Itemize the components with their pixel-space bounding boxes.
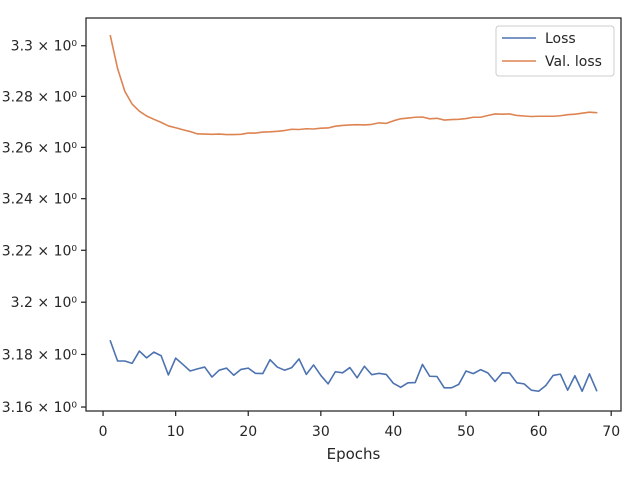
x-tick-label: 30 [312,424,330,440]
x-tick-label: 20 [239,424,257,440]
y-tick-label: 3.16 × 10⁰ [2,400,78,416]
x-tick-label: 50 [457,424,475,440]
legend-label-loss: Loss [545,31,576,47]
y-tick-label: 3.28 × 10⁰ [2,89,78,105]
x-axis-ticks: 0 10 20 30 40 50 60 70 [99,411,620,440]
x-axis-label: Epochs [327,445,381,463]
x-tick-label: 40 [385,424,403,440]
y-tick-label: 3.26 × 10⁰ [2,140,78,156]
y-tick-label: 3.3 × 10⁰ [11,39,78,55]
y-tick-label: 3.22 × 10⁰ [2,243,78,259]
x-tick-label: 10 [167,424,185,440]
series-line-loss [109,340,598,393]
plot-area-frame [85,17,622,412]
x-tick-label: 0 [99,424,108,440]
legend-label-val-loss: Val. loss [545,54,602,70]
series-layer [109,34,598,393]
y-tick-label: 3.2 × 10⁰ [11,295,78,311]
series-line-val-loss [109,34,598,136]
y-axis-ticks: 3.16 × 10⁰ 3.18 × 10⁰ 3.2 × 10⁰ 3.22 × 10⁰ 3… [2,39,86,416]
y-tick-label: 3.24 × 10⁰ [2,192,78,208]
legend: Loss Val. loss [495,25,615,77]
x-tick-label: 60 [530,424,548,440]
y-tick-label: 3.18 × 10⁰ [2,347,78,363]
x-tick-label: 70 [602,424,620,440]
